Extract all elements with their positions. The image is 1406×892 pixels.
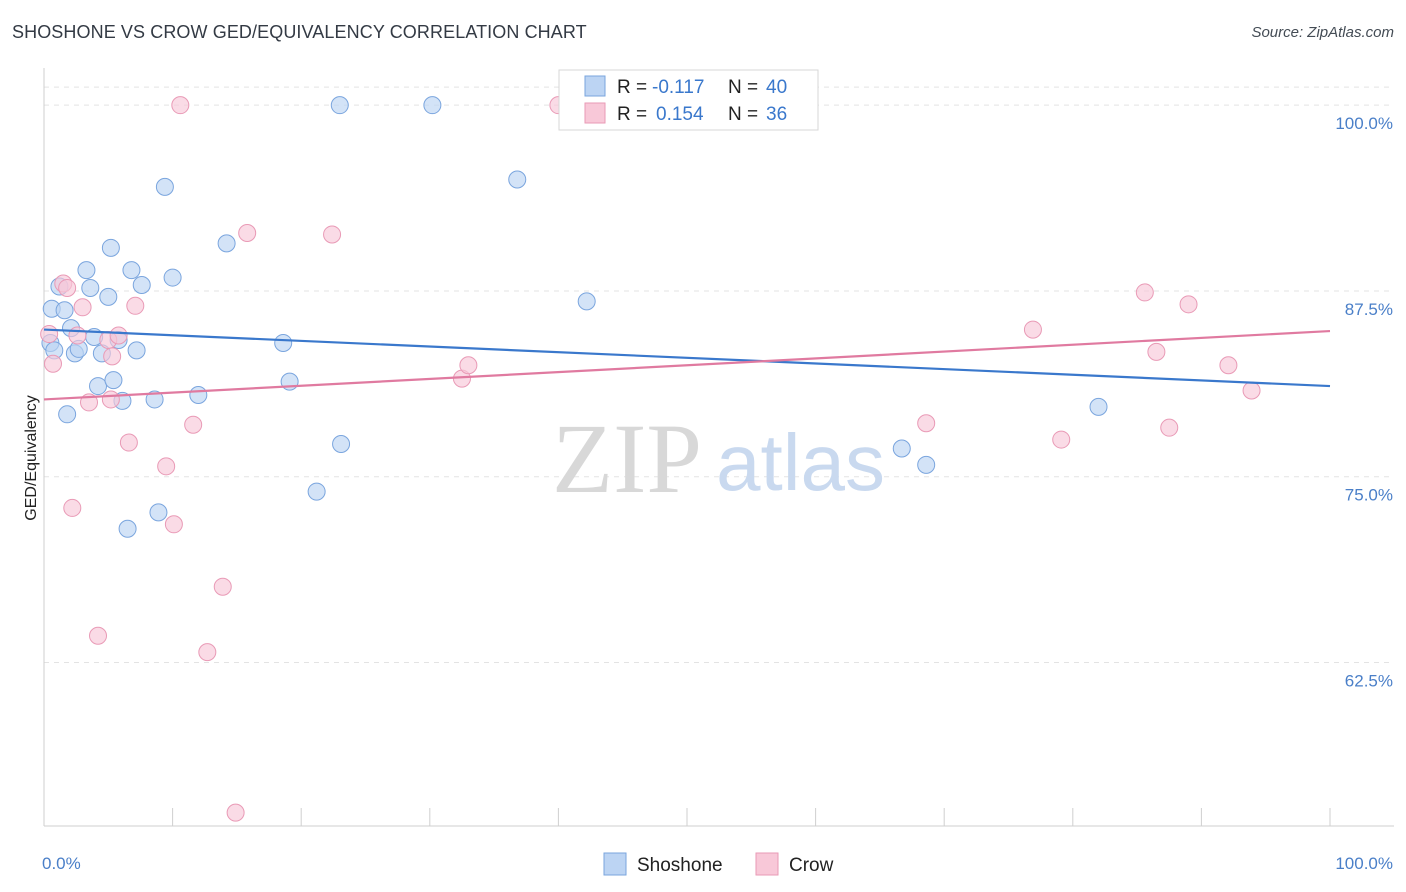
source-label: Source: ZipAtlas.com	[1251, 24, 1394, 41]
y-tick-label: 62.5%	[1345, 672, 1393, 691]
legend-r-label-2: R =	[617, 104, 647, 125]
legend-n-label-1: N =	[728, 77, 758, 98]
series-legend-swatch-shoshone	[603, 852, 627, 876]
crow-trend-line	[43, 329, 1331, 401]
crow-point	[1023, 320, 1042, 339]
trend-lines	[43, 328, 1331, 401]
y-tick-label: 100.0%	[1335, 114, 1393, 133]
shoshone-point	[332, 435, 351, 454]
legend-r-label-1: R =	[617, 77, 647, 98]
shoshone-point	[189, 385, 208, 404]
crow-point	[238, 223, 257, 242]
stats-legend: R = -0.117 N = 40 R = 0.154 N = 36	[558, 69, 819, 131]
crow-point	[226, 803, 245, 822]
shoshone-point	[1089, 397, 1108, 416]
series-legend-label-shoshone: Shoshone	[637, 855, 723, 876]
crow-point	[40, 325, 59, 344]
x-tick-label: 100.0%	[1335, 854, 1393, 873]
shoshone-point	[55, 301, 74, 320]
x-tick-labels: 0.0% 100.0%	[42, 854, 1393, 873]
series-legend-swatch-crow	[755, 852, 779, 876]
crow-point	[1242, 381, 1261, 400]
crow-point	[58, 278, 77, 297]
shoshone-point	[122, 261, 141, 280]
shoshone-point	[127, 341, 146, 360]
shoshone-point	[99, 287, 118, 306]
crow-point	[1147, 342, 1166, 361]
shoshone-point	[577, 292, 596, 311]
legend-r-value-2: 0.154	[656, 104, 704, 125]
shoshone-point	[149, 503, 168, 522]
shoshone-point	[132, 275, 151, 294]
crow-point	[1052, 430, 1071, 449]
shoshone-point	[508, 170, 527, 189]
shoshone-point	[104, 371, 123, 390]
shoshone-point	[163, 268, 182, 287]
crow-point	[109, 326, 128, 345]
shoshone-point	[118, 519, 137, 538]
crow-point	[323, 225, 342, 244]
shoshone-point	[89, 377, 108, 396]
data-points	[40, 96, 1261, 822]
watermark-zip: ZIP	[552, 403, 702, 514]
legend-swatch-crow	[584, 102, 606, 124]
crow-point	[198, 643, 217, 662]
crow-point	[171, 96, 190, 115]
crow-point	[1219, 356, 1238, 375]
shoshone-point	[145, 390, 164, 409]
shoshone-point	[217, 234, 236, 253]
y-tick-labels: 62.5% 75.0% 87.5% 100.0%	[1335, 114, 1393, 690]
y-tick-label: 75.0%	[1345, 486, 1393, 505]
axes	[43, 68, 1394, 827]
watermark-atlas: atlas	[716, 418, 885, 507]
crow-point	[459, 356, 478, 375]
series-legend: Shoshone Crow	[603, 852, 834, 876]
x-tick-label: 0.0%	[42, 854, 81, 873]
crow-point	[44, 354, 63, 373]
crow-point	[68, 326, 87, 345]
crow-point	[184, 415, 203, 434]
legend-swatch-shoshone	[584, 75, 606, 97]
crow-point	[101, 390, 120, 409]
crow-point	[1160, 418, 1179, 437]
legend-n-value-2: 36	[766, 104, 787, 125]
y-axis-label: GED/Equivalency	[23, 395, 40, 520]
shoshone-point	[892, 439, 911, 458]
shoshone-point	[274, 333, 293, 352]
gridlines	[44, 86, 1394, 664]
crow-point	[1135, 283, 1154, 302]
shoshone-point	[77, 261, 96, 280]
crow-point	[103, 347, 122, 366]
shoshone-point	[330, 96, 349, 115]
watermark: ZIP atlas	[552, 403, 885, 514]
chart-title: SHOSHONE VS CROW GED/EQUIVALENCY CORRELA…	[12, 22, 587, 42]
crow-point	[164, 515, 183, 534]
legend-n-value-1: 40	[766, 77, 787, 98]
crow-point	[213, 577, 232, 596]
shoshone-trend-line	[43, 328, 1331, 388]
crow-point	[157, 457, 176, 476]
shoshone-point	[101, 238, 120, 257]
legend-r-value-1: -0.117	[652, 77, 704, 98]
y-tick-label: 87.5%	[1345, 300, 1393, 319]
shoshone-point	[423, 96, 442, 115]
crow-point	[63, 498, 82, 517]
shoshone-point	[155, 177, 174, 196]
shoshone-point	[58, 405, 77, 424]
shoshone-point	[307, 482, 326, 501]
crow-point	[1179, 295, 1198, 314]
crow-point	[89, 626, 108, 645]
crow-point	[73, 298, 92, 317]
legend-n-label-2: N =	[728, 104, 758, 125]
shoshone-point	[81, 278, 100, 297]
crow-point	[917, 414, 936, 433]
series-legend-label-crow: Crow	[789, 855, 834, 876]
crow-point	[126, 296, 145, 315]
shoshone-point	[917, 455, 936, 474]
crow-point	[119, 433, 138, 452]
